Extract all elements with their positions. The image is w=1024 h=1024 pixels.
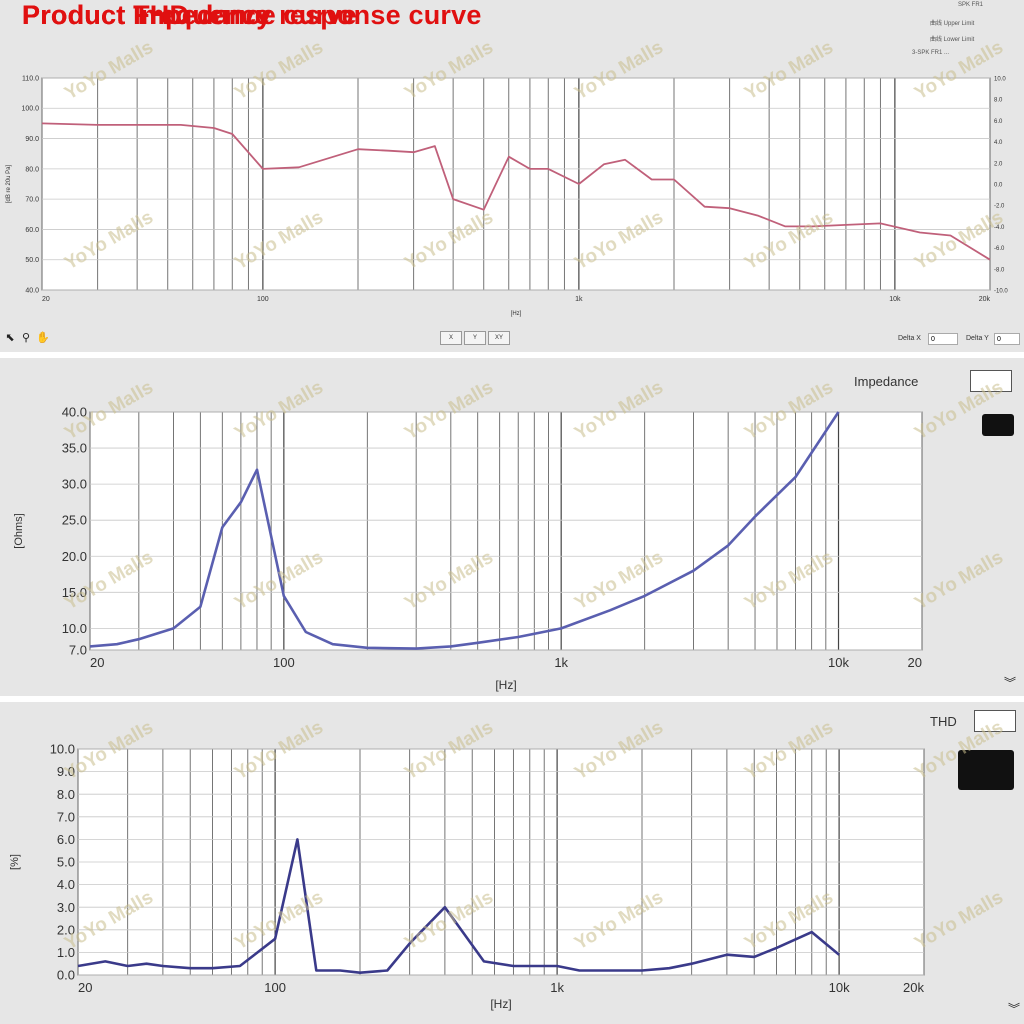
x-tick-label: 20k — [979, 296, 991, 303]
y-tick-label: 7.0 — [69, 643, 87, 658]
x-tick-label: 20 — [78, 980, 92, 995]
y2-tick-label: -10.0 — [994, 289, 1008, 295]
x-tick-label: 20 — [90, 655, 104, 670]
series-line — [41, 122, 991, 261]
legend-item: SPK FR1 — [958, 2, 984, 8]
impedance-legend-swatch — [970, 370, 1012, 392]
x-tick-label: 100 — [264, 980, 286, 995]
y-tick-label: 1.0 — [57, 945, 75, 960]
zoom-y-button[interactable]: Y — [464, 331, 486, 345]
y-tick-label: 15.0 — [62, 585, 87, 600]
y-tick-label: 2.0 — [57, 922, 75, 937]
y2-tick-label: -4.0 — [994, 225, 1005, 231]
y2-tick-label: 0.0 — [994, 183, 1003, 189]
y-tick-label: 40.0 — [25, 287, 39, 294]
zoom-xy-button[interactable]: XY — [488, 331, 510, 345]
zoom-x-button[interactable]: X — [440, 331, 462, 345]
legend-item: 曲线 Lower Limit — [930, 37, 975, 43]
y-tick-label: 70.0 — [25, 197, 39, 204]
y-tick-label: 0.0 — [57, 968, 75, 983]
expand-chevron-icon[interactable]: ︾ — [1008, 1002, 1021, 1016]
y-tick-label: 100.0 — [21, 106, 39, 113]
y-axis-label: [dB re 20u Pa] — [6, 164, 12, 203]
y2-tick-label: -8.0 — [994, 267, 1005, 273]
series-line — [89, 411, 840, 650]
delta-y-label: Delta Y — [966, 335, 989, 342]
y2-tick-label: 6.0 — [994, 119, 1003, 125]
y-tick-label: 35.0 — [62, 441, 87, 456]
y-tick-label: 80.0 — [25, 166, 39, 173]
y2-tick-label: -2.0 — [994, 204, 1005, 210]
delta-x-field[interactable]: 0 — [928, 333, 958, 345]
thd-legend-swatch — [974, 710, 1016, 732]
y-tick-label: 9.0 — [57, 764, 75, 779]
y-tick-label: 30.0 — [62, 477, 87, 492]
y2-tick-label: 4.0 — [994, 140, 1003, 146]
thd-title: Product THD curve — [22, 0, 270, 30]
legend-item: 3-SPK FR1 ... — [912, 50, 950, 56]
y-tick-label: 60.0 — [25, 227, 39, 234]
y2-tick-label: -6.0 — [994, 246, 1005, 252]
listener-head-icon — [982, 414, 1014, 436]
x-tick-label: 1k — [575, 296, 583, 303]
y-tick-label: 40.0 — [62, 405, 87, 420]
listener-head-icon — [958, 750, 1014, 790]
legend-item: 曲线 Upper Limit — [930, 21, 975, 27]
y-axis-label: [Ohms] — [13, 513, 25, 548]
x-tick-label: 1k — [550, 980, 564, 995]
x-tick-label: 10k — [828, 655, 849, 670]
plot-area — [41, 77, 991, 291]
x-tick-label: 20 — [42, 296, 50, 303]
pan-tool-icon[interactable]: ✋ — [36, 332, 50, 344]
x-tick-label: 100 — [257, 296, 269, 303]
x-tick-label: 100 — [273, 655, 295, 670]
y-tick-label: 3.0 — [57, 900, 75, 915]
y-tick-label: 20.0 — [62, 549, 87, 564]
x-axis-label: [Hz] — [511, 311, 522, 317]
plot-area — [89, 411, 923, 651]
x-axis-label: [Hz] — [490, 997, 511, 1011]
y-tick-label: 50.0 — [25, 257, 39, 264]
y-tick-label: 8.0 — [57, 787, 75, 802]
y-tick-label: 10.0 — [62, 621, 87, 636]
y-tick-label: 4.0 — [57, 877, 75, 892]
x-tick-label: 20k — [903, 980, 924, 995]
y-tick-label: 7.0 — [57, 809, 75, 824]
y2-tick-label: 2.0 — [994, 161, 1003, 167]
impedance-legend-label: Impedance — [854, 374, 919, 389]
delta-x-label: Delta X — [898, 335, 921, 342]
y2-tick-label: 10.0 — [994, 77, 1006, 83]
impedance-title: Product Impedance curve — [22, 0, 357, 30]
y-tick-label: 110.0 — [22, 75, 39, 82]
y-axis-label: [%] — [9, 854, 21, 870]
x-tick-label: 1k — [554, 655, 568, 670]
delta-y-field[interactable]: 0 — [994, 333, 1020, 345]
series-line — [77, 838, 840, 975]
y-tick-label: 25.0 — [62, 513, 87, 528]
x-axis-label: [Hz] — [495, 678, 516, 692]
cursor-tool-icon[interactable]: ⬉ — [5, 332, 15, 344]
y-tick-label: 5.0 — [57, 855, 75, 870]
zoom-tool-icon[interactable]: ⚲ — [21, 332, 31, 344]
y-tick-label: 10.0 — [50, 742, 75, 757]
expand-chevron-icon[interactable]: ︾ — [1004, 676, 1017, 690]
y-tick-label: 6.0 — [57, 832, 75, 847]
x-tick-label: 20 — [908, 655, 922, 670]
frequency-response-title: Product Frequency response curve — [22, 0, 482, 30]
thd-legend-label: THD — [930, 714, 957, 729]
x-tick-label: 10k — [889, 296, 901, 303]
y-tick-label: 90.0 — [25, 136, 39, 143]
y2-tick-label: 8.0 — [994, 98, 1003, 104]
x-tick-label: 10k — [829, 980, 850, 995]
